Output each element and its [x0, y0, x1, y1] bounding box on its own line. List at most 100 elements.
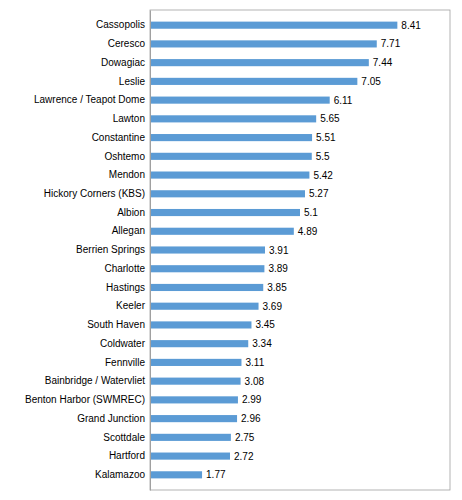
y-tick-label: Hastings [106, 282, 145, 293]
y-tick-label: Benton Harbor (SWMREC) [25, 394, 145, 405]
y-tick: Berrien Springs [76, 244, 150, 255]
y-tick-label: Lawton [113, 113, 145, 124]
y-tick: Constantine [92, 132, 150, 143]
y-tick: Lawrence / Teapot Dome [34, 94, 150, 105]
bar [150, 321, 251, 328]
y-tick-label: Leslie [119, 76, 146, 87]
bar [150, 171, 309, 178]
y-tick-label: Albion [117, 207, 145, 218]
data-labels: 8.417.71 7.44 7.05 6.11 5.65 5.51 5.5 5.42 5.27 5… [206, 20, 421, 481]
y-tick: Kalamazoo [95, 469, 150, 480]
y-tick: Hartford [109, 450, 150, 461]
y-axis-line [150, 11, 151, 491]
y-tick: Albion [117, 207, 150, 218]
data-label: 1.77 [206, 469, 226, 480]
y-tick-label: Hartford [109, 450, 145, 461]
y-tick-label: Fennville [105, 357, 145, 368]
bar [150, 78, 357, 85]
bar [150, 453, 230, 460]
bar [150, 378, 241, 385]
bar [150, 359, 241, 366]
data-label: 3.34 [252, 338, 272, 349]
data-label: 5.1 [304, 207, 318, 218]
y-tick-label: Cassopolis [96, 19, 145, 30]
bar [150, 228, 294, 235]
data-label: 2.99 [242, 394, 262, 405]
y-tick-label: Keeler [116, 300, 146, 311]
bar [150, 115, 316, 122]
bar [150, 415, 237, 422]
y-tick: Ceresco [108, 38, 150, 49]
bar [150, 265, 264, 272]
bar [150, 340, 248, 347]
y-tick: Coldwater [100, 338, 150, 349]
data-label: 3.69 [263, 301, 283, 312]
data-label: 3.91 [269, 245, 289, 256]
y-tick-label: Allegan [112, 225, 145, 236]
data-label: 6.11 [334, 95, 353, 106]
y-tick: Bainbridge / Watervliet [45, 375, 150, 386]
bar [150, 471, 202, 478]
y-tick: Hickory Corners (KBS) [44, 188, 150, 199]
chart-svg: 8.417.71 7.44 7.05 6.11 5.65 5.51 5.5 5.42 5.27 5… [0, 0, 462, 500]
y-axis: Cassopolis Ceresco Dowagiac Leslie Lawrence … [25, 11, 151, 491]
y-tick: Benton Harbor (SWMREC) [25, 394, 150, 405]
bar [150, 22, 397, 29]
y-tick: Cassopolis [96, 19, 150, 30]
data-label: 2.75 [235, 432, 255, 443]
bar [150, 209, 300, 216]
bar [150, 40, 377, 47]
y-tick: Mendon [109, 169, 150, 180]
bars [150, 22, 397, 479]
y-tick-label: Oshtemo [104, 151, 145, 162]
chart-container: 8.417.71 7.44 7.05 6.11 5.65 5.51 5.5 5.42 5.27 5… [0, 0, 462, 500]
data-label: 8.41 [401, 20, 421, 31]
y-tick: Oshtemo [104, 151, 150, 162]
y-tick-label: Charlotte [104, 263, 145, 274]
bar [150, 246, 265, 253]
y-tick-label: Coldwater [100, 338, 146, 349]
bar [150, 97, 330, 104]
y-tick: Keeler [116, 300, 150, 311]
y-tick-label: Hickory Corners (KBS) [44, 188, 145, 199]
bar [150, 59, 369, 66]
y-tick-label: Constantine [92, 132, 146, 143]
bar [150, 134, 312, 141]
y-tick-label: Lawrence / Teapot Dome [34, 94, 145, 105]
data-label: 3.89 [268, 263, 288, 274]
data-label: 5.5 [316, 151, 330, 162]
data-label: 3.11 [245, 357, 264, 368]
data-label: 3.08 [245, 376, 265, 387]
y-tick-label: Ceresco [108, 38, 146, 49]
y-tick: South Haven [87, 319, 150, 330]
y-tick-label: Bainbridge / Watervliet [45, 375, 145, 386]
y-tick-label: Scottdale [103, 432, 145, 443]
bar [150, 396, 238, 403]
data-label: 5.27 [309, 188, 329, 199]
y-tick: Leslie [119, 76, 150, 87]
data-label: 7.44 [373, 57, 393, 68]
data-label: 5.65 [320, 113, 340, 124]
y-tick-label: South Haven [87, 319, 145, 330]
y-tick: Allegan [112, 225, 150, 236]
data-label: 7.71 [381, 38, 401, 49]
y-tick: Hastings [106, 282, 150, 293]
data-label: 3.45 [255, 319, 275, 330]
bar [150, 434, 231, 441]
y-tick: Fennville [105, 357, 150, 368]
y-tick-label: Dowagiac [101, 57, 145, 68]
data-label: 3.85 [267, 282, 287, 293]
bar [150, 190, 305, 197]
y-tick-label: Berrien Springs [76, 244, 145, 255]
y-tick-label: Kalamazoo [95, 469, 145, 480]
y-tick-label: Grand Junction [77, 413, 145, 424]
plot: 8.417.71 7.44 7.05 6.11 5.65 5.51 5.5 5.42 5.27 5… [25, 10, 450, 491]
data-label: 5.51 [316, 132, 336, 143]
data-label: 7.05 [361, 76, 381, 87]
y-tick: Charlotte [104, 263, 150, 274]
y-tick: Dowagiac [101, 57, 150, 68]
y-tick-label: Mendon [109, 169, 145, 180]
data-label: 2.72 [234, 451, 254, 462]
data-label: 5.42 [313, 170, 333, 181]
data-label: 4.89 [298, 226, 318, 237]
